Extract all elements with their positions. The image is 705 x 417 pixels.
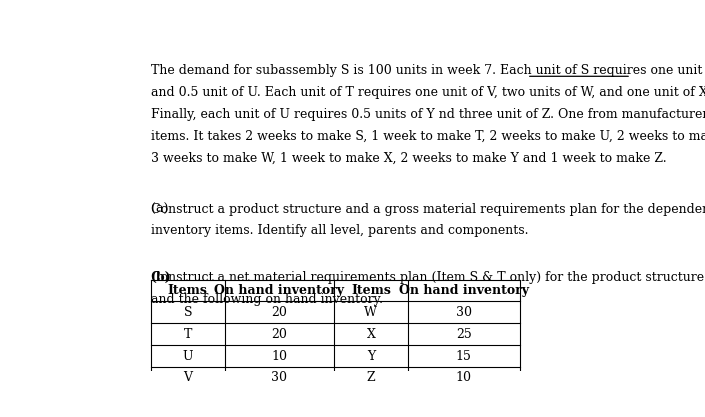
Text: T: T	[183, 328, 192, 341]
Text: On hand inventory: On hand inventory	[214, 284, 344, 297]
Text: Items: Items	[168, 284, 208, 297]
Text: 20: 20	[271, 328, 288, 341]
Text: S: S	[183, 306, 192, 319]
Text: 30: 30	[271, 372, 288, 384]
Text: On hand inventory: On hand inventory	[399, 284, 529, 297]
Text: and 0.5 unit of U. Each unit of T requires one unit of V, two units of W, and on: and 0.5 unit of U. Each unit of T requir…	[151, 86, 705, 99]
Text: 10: 10	[455, 372, 472, 384]
Text: 15: 15	[456, 349, 472, 362]
Text: Y: Y	[367, 349, 375, 362]
Text: and the following on hand inventory.: and the following on hand inventory.	[151, 293, 383, 306]
Text: items. It takes 2 weeks to make S, 1 week to make T, 2 weeks to make U, 2 weeks : items. It takes 2 weeks to make S, 1 wee…	[151, 130, 705, 143]
Text: U: U	[183, 349, 193, 362]
Text: X: X	[367, 328, 375, 341]
Text: V: V	[183, 372, 192, 384]
Text: Finally, each unit of U requires 0.5 units of Y nd three unit of Z. One from man: Finally, each unit of U requires 0.5 uni…	[151, 108, 705, 121]
Text: (b): (b)	[151, 271, 171, 284]
Text: 30: 30	[455, 306, 472, 319]
Text: Construct a product structure and a gross material requirements plan for the dep: Construct a product structure and a gros…	[151, 203, 705, 216]
Text: nd: nd	[527, 108, 543, 121]
Text: 10: 10	[271, 349, 288, 362]
Text: Finally, each unit of U requires 0.5 units of Y: Finally, each unit of U requires 0.5 uni…	[151, 108, 439, 121]
Text: inventory items. Identify all level, parents and components.: inventory items. Identify all level, par…	[151, 224, 529, 237]
Text: 3 weeks to make W, 1 week to make X, 2 weeks to make Y and 1 week to make Z.: 3 weeks to make W, 1 week to make X, 2 w…	[151, 152, 667, 165]
Text: (a): (a)	[151, 203, 168, 216]
Text: 20: 20	[271, 306, 288, 319]
Text: W: W	[364, 306, 377, 319]
Text: The demand for subassembly S is 100 units in week 7. Each unit of S requires one: The demand for subassembly S is 100 unit…	[151, 65, 705, 78]
Text: Items: Items	[351, 284, 391, 297]
Text: 25: 25	[456, 328, 472, 341]
Text: Z: Z	[367, 372, 375, 384]
Text: Construct a net material requirements plan (Item S & T only) for the product str: Construct a net material requirements pl…	[151, 271, 704, 284]
